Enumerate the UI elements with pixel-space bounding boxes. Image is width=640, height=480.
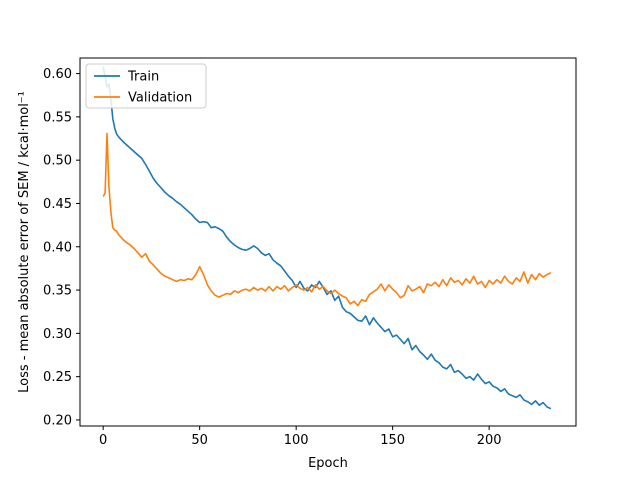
series-layer bbox=[102, 66, 552, 410]
legend: Train Validation bbox=[85, 63, 207, 109]
x-tick-label: 150 bbox=[380, 433, 405, 448]
ticks-layer: 0 50 100 150 200 0.20 0.25 0.30 0.35 0.40 0.45 0.50… bbox=[43, 67, 502, 448]
y-tick-label: 0.60 bbox=[43, 67, 72, 82]
y-tick-label: 0.40 bbox=[43, 240, 72, 255]
series-line-train bbox=[102, 66, 552, 410]
x-axis-label: Epoch bbox=[308, 456, 348, 471]
y-tick-label: 0.45 bbox=[43, 197, 72, 212]
y-tick-label: 0.30 bbox=[43, 327, 72, 342]
plot-frame bbox=[79, 57, 577, 427]
x-tick-label: 0 bbox=[99, 433, 107, 448]
x-tick-label: 100 bbox=[284, 433, 309, 448]
x-tick-label: 200 bbox=[477, 433, 502, 448]
y-axis-label: Loss - mean absolute error of SEM / kcal… bbox=[17, 91, 32, 393]
legend-label-train: Train bbox=[127, 70, 159, 85]
y-tick-label: 0.50 bbox=[43, 154, 72, 169]
y-tick-label: 0.35 bbox=[43, 284, 72, 299]
series-line-validation bbox=[102, 132, 552, 307]
y-tick-label: 0.25 bbox=[43, 370, 72, 385]
y-tick-label: 0.55 bbox=[43, 110, 72, 125]
legend-label-validation: Validation bbox=[128, 91, 192, 106]
x-tick-label: 50 bbox=[191, 433, 208, 448]
y-tick-label: 0.20 bbox=[43, 413, 72, 428]
